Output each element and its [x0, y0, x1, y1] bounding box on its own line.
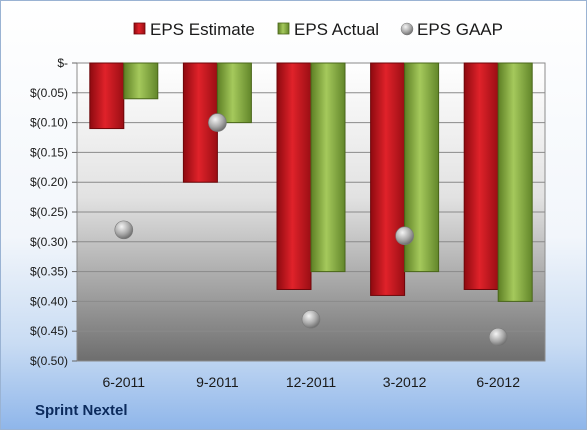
y-tick-label: $- [57, 56, 68, 70]
bar-eps-actual-6-2012 [497, 62, 533, 302]
legend-label: EPS GAAP [417, 20, 503, 39]
legend: EPS Estimate EPS Actual EPS GAAP [133, 20, 503, 39]
legend-label: EPS Actual [294, 20, 379, 39]
y-tick-label: $(0.40) [30, 294, 68, 308]
x-category-label: 6-2011 [103, 374, 146, 390]
x-category-label: 6-2012 [476, 374, 520, 390]
x-category-label: 12-2011 [286, 374, 337, 390]
gaap-points [114, 113, 508, 347]
bar-eps-actual-6-2011 [123, 62, 159, 100]
legend-swatch-eps-gaap [400, 22, 414, 36]
point-eps-gaap-6-2011 [114, 220, 134, 240]
y-tick-label: $(0.30) [30, 235, 68, 249]
y-tick-label: $(0.45) [30, 324, 68, 338]
x-category-label: 3-2012 [383, 374, 427, 390]
bar-eps-estimate-3-2012 [370, 62, 406, 296]
bar-eps-actual-12-2011 [310, 62, 346, 273]
y-tick-label: $(0.05) [30, 86, 68, 100]
bar-eps-estimate-6-2011 [89, 62, 125, 130]
bar-eps-estimate-12-2011 [276, 62, 312, 290]
y-tick-label: $(0.15) [30, 145, 68, 159]
y-tick-label: $(0.10) [30, 116, 68, 130]
point-eps-gaap-12-2011 [301, 309, 321, 329]
point-eps-gaap-6-2012 [488, 327, 508, 347]
legend-swatch-eps-estimate [133, 22, 146, 35]
bars [89, 62, 533, 302]
bar-eps-actual-9-2011 [216, 62, 252, 124]
legend-swatch-eps-actual [277, 22, 290, 35]
y-axis-ticks: $- $(0.05) $(0.10) $(0.15) $(0.20) $(0.25) $(0… [30, 56, 77, 368]
point-eps-gaap-9-2011 [208, 113, 227, 132]
x-axis-categories: 6-2011 9-2011 12-2011 3-2012 6-2012 [103, 374, 521, 390]
y-tick-label: $(0.35) [30, 265, 68, 279]
y-tick-label: $(0.20) [30, 175, 68, 189]
company-label: Sprint Nextel [35, 402, 128, 419]
x-category-label: 9-2011 [196, 374, 239, 390]
point-eps-gaap-3-2012 [395, 226, 414, 246]
legend-label: EPS Estimate [150, 20, 255, 39]
y-tick-label: $(0.25) [30, 205, 68, 219]
bar-eps-estimate-6-2012 [463, 62, 499, 290]
y-tick-label: $(0.50) [30, 354, 68, 368]
